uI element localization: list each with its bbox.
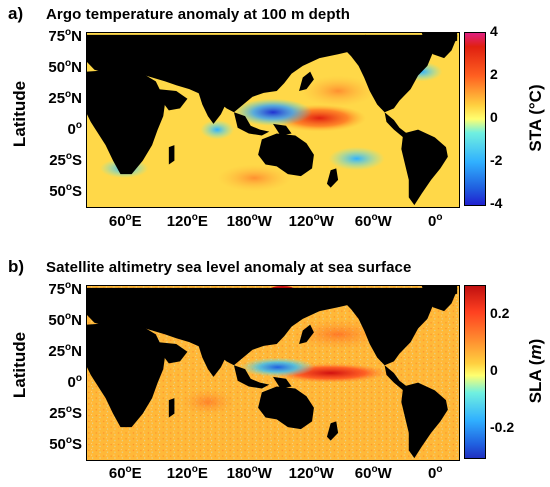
panel-b-anomaly-cold-west-pacific: [240, 357, 315, 377]
panel-a-lon-tick-1: 120oE: [166, 212, 208, 230]
panel-a-anomaly-cold-indian: [200, 120, 234, 140]
panel-a-lat-tick-2: 25oN: [48, 88, 82, 107]
panel-b-colorbar-label-main: SLA (: [526, 359, 545, 404]
panel-a-lon-tick-5: 0o: [428, 212, 443, 230]
panel-a-lat-tick-4: 25oS: [49, 151, 82, 169]
panel-b-cb-tick-0: 0.2: [490, 304, 510, 321]
panel-b-colorbar: [464, 285, 486, 459]
panel-a-ylabel: Latitude: [10, 80, 29, 148]
panel-b-lat-tick-2: 25oN: [48, 341, 82, 360]
panel-b-lat-tick-4: 25oS: [49, 404, 82, 422]
panel-b-colorbar-label-unit: m: [526, 344, 545, 360]
panel-a-label: a): [8, 4, 24, 23]
panel-b-lon-tick-3: 120oW: [288, 464, 334, 482]
panel-a-cb-tick-2: 0: [490, 109, 498, 125]
panel-a-lat-tick-1: 50oN: [48, 57, 82, 76]
panel-a-lat-tick-3: 0o: [67, 119, 82, 138]
panel-a-lon-tick-0: 60oE: [108, 212, 142, 230]
panel-b-lon-tick-4: 60oW: [354, 464, 392, 482]
panel-b-label: b): [8, 257, 25, 276]
panel-b-lat-tick-5: 50oS: [49, 435, 82, 454]
panel-a-map-svg: [87, 33, 459, 207]
panel-b-colorbar-label: SLA (m): [526, 331, 546, 411]
panel-b-lon-tick-0: 60oE: [108, 464, 142, 482]
panel-b-title: Satellite altimetry sea level anomaly at…: [46, 259, 412, 276]
panel-a-cb-tick-1: 2: [490, 66, 498, 82]
panel-a-map: [86, 32, 460, 208]
panel-a-lon-tick-4: 60oW: [354, 212, 392, 230]
panel-a-colorbar: [464, 32, 486, 206]
panel-b-anomaly-warm-indian: [180, 388, 236, 416]
panel-b-map-svg: [87, 286, 459, 460]
panel-b-lon-tick-1: 120oE: [166, 464, 208, 482]
panel-b-lat-tick-1: 50oN: [48, 310, 82, 329]
panel-b-cb-tick-1: 0: [490, 362, 498, 378]
panel-b-anomaly-warm-north-pacific: [291, 318, 385, 350]
panel-a-colorbar-label: STA (°C): [526, 84, 545, 152]
panel-a-anomaly-warm-north-pacific: [300, 75, 376, 107]
panel-b-lat-tick-0: 75oN: [48, 279, 82, 298]
panel-b-lon-tick-5: 0o: [428, 464, 443, 482]
panel-b-colorbar-label-end: ): [526, 338, 545, 345]
panel-a-lon-tick-2: 180oW: [226, 212, 272, 230]
panel-a-anomaly-cold-west-pacific: [233, 98, 313, 126]
panel-b-lat-tick-3: 0o: [67, 372, 82, 391]
panel-b-cb-tick-2: -0.2: [490, 419, 515, 436]
panel-a-cb-tick-4: -4: [490, 195, 503, 211]
panel-b-ylabel: Latitude: [10, 331, 29, 399]
panel-a-lon-tick-3: 120oW: [288, 212, 334, 230]
panel-a-lat-tick-0: 75oN: [48, 26, 82, 45]
panel-b-map: [86, 285, 460, 461]
panel-b-lon-tick-2: 180oW: [226, 464, 272, 482]
panel-a-title: Argo temperature anomaly at 100 m depth: [46, 6, 350, 23]
panel-a-lat-tick-5: 50oS: [49, 182, 82, 201]
panel-a-cb-tick-3: -2: [490, 152, 503, 168]
panel-a-cb-tick-0: 4: [490, 23, 498, 39]
panel-a-anomaly-warm-south: [217, 164, 292, 192]
panel-a-anomaly-cold-south-pacific: [328, 147, 385, 171]
